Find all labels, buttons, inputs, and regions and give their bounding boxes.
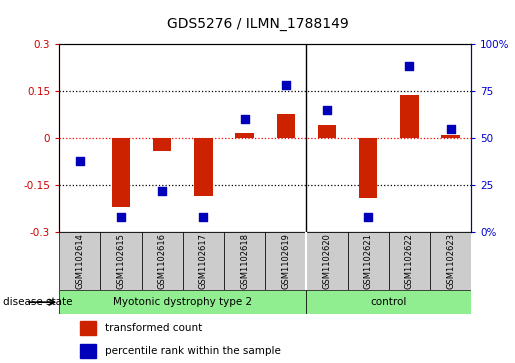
Text: Myotonic dystrophy type 2: Myotonic dystrophy type 2 [113,297,252,307]
Bar [142,232,183,290]
Text: percentile rank within the sample: percentile rank within the sample [105,346,281,356]
Bar [100,232,142,290]
Bar [441,135,460,138]
Text: transformed count: transformed count [105,323,202,333]
Text: GSM1102619: GSM1102619 [281,233,290,289]
Bar [277,114,295,138]
Text: GSM1102621: GSM1102621 [364,233,373,289]
Bar [359,138,377,198]
Bar [265,232,306,290]
Point [199,214,208,220]
Point [76,158,84,163]
Bar [235,133,254,138]
Bar [59,290,306,314]
Bar [194,138,213,196]
Text: GSM1102616: GSM1102616 [158,233,167,289]
Point [117,214,125,220]
Text: GSM1102618: GSM1102618 [240,233,249,289]
Point [323,107,331,113]
Text: GSM1102615: GSM1102615 [116,233,126,289]
Text: GSM1102620: GSM1102620 [322,233,332,289]
Bar [318,125,336,138]
Point [364,214,372,220]
Bar [306,232,348,290]
Bar [389,232,430,290]
Point [405,63,414,69]
Bar [80,344,96,358]
Text: GSM1102622: GSM1102622 [405,233,414,289]
Point [282,82,290,88]
Point [447,126,455,131]
Text: GSM1102617: GSM1102617 [199,233,208,289]
Text: GDS5276 / ILMN_1788149: GDS5276 / ILMN_1788149 [167,17,348,30]
Bar [112,138,130,207]
Text: GSM1102623: GSM1102623 [446,233,455,289]
Bar [80,321,96,335]
Point [158,188,166,194]
Bar [224,232,265,290]
Bar [400,95,419,138]
Bar [59,232,100,290]
Bar [153,138,171,151]
Bar [348,232,389,290]
Bar [430,232,471,290]
Bar [306,290,471,314]
Text: disease state: disease state [3,297,72,307]
Bar [183,232,224,290]
Text: GSM1102614: GSM1102614 [75,233,84,289]
Text: control: control [371,297,407,307]
Point [241,116,249,122]
